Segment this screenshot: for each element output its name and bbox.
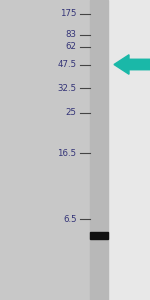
Text: 62: 62	[66, 42, 76, 51]
Bar	[90, 232, 108, 239]
Text: 25: 25	[66, 108, 76, 117]
Text: 175: 175	[60, 9, 76, 18]
Text: 32.5: 32.5	[57, 84, 76, 93]
Text: 83: 83	[66, 30, 76, 39]
Text: 47.5: 47.5	[57, 60, 76, 69]
FancyArrow shape	[114, 55, 150, 74]
Text: 16.5: 16.5	[57, 148, 76, 158]
Text: 6.5: 6.5	[63, 214, 76, 224]
Bar	[108, 0, 150, 300]
Bar	[90, 0, 108, 300]
